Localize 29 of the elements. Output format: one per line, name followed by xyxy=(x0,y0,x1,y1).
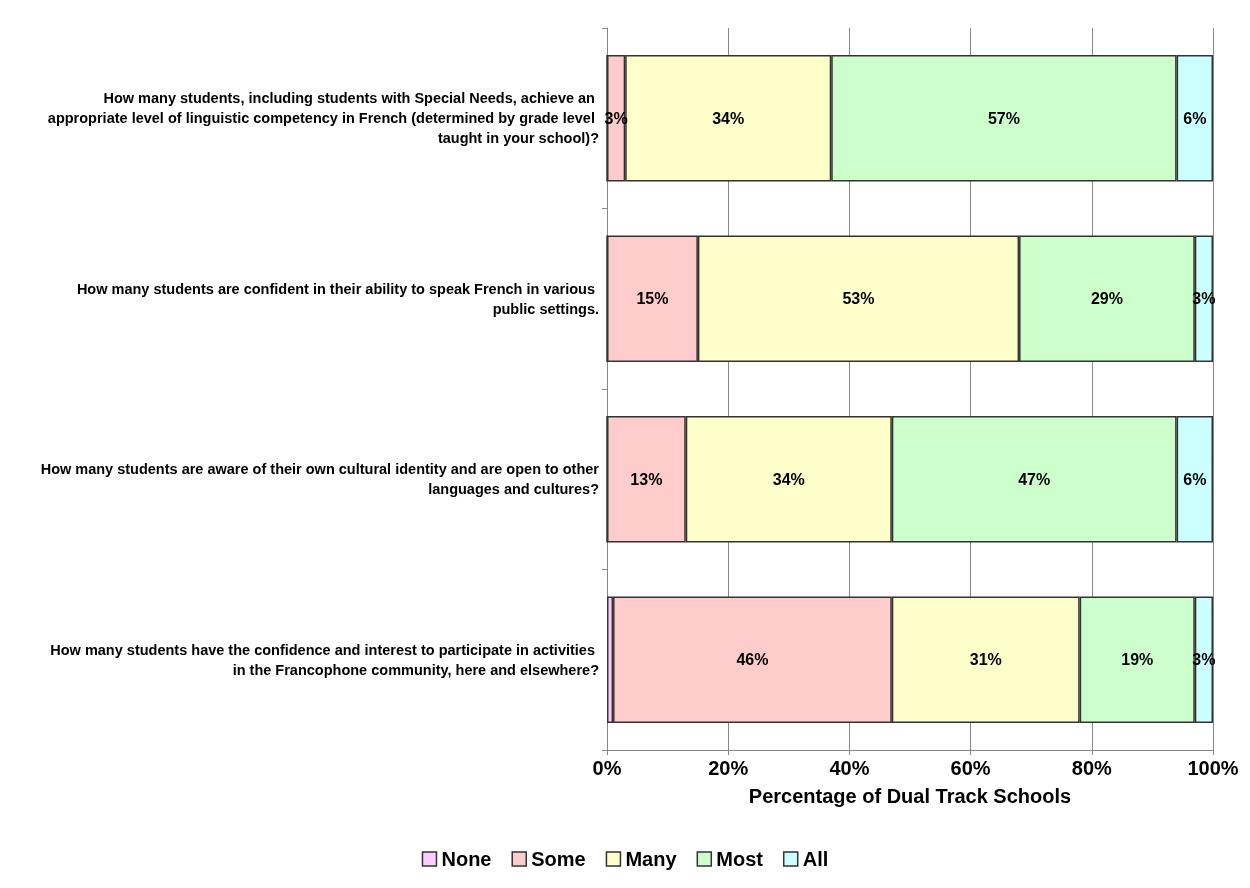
data-label: 29% xyxy=(1090,290,1123,308)
data-label: 6% xyxy=(1183,109,1207,127)
legend-label: Most xyxy=(716,848,764,870)
x-tick-label: 100% xyxy=(1187,757,1239,779)
legend-label: All xyxy=(802,848,829,870)
data-label: 47% xyxy=(1018,470,1051,488)
data-label: 15% xyxy=(636,290,669,308)
data-label: 13% xyxy=(630,470,663,488)
x-tick-label: 20% xyxy=(708,757,749,779)
data-label: 19% xyxy=(1121,651,1154,669)
y-tick-label: How many students have the confidence and interest to participate in activities in the Francophone community, here and elsewhere? xyxy=(50,641,600,678)
data-label: 57% xyxy=(987,109,1020,127)
y-tick-label: How many students, including students with Special Needs, achieve an appropriate level of linguistic competency in French (determined by grade level taught in your school)? xyxy=(47,90,600,147)
x-tick-label: 40% xyxy=(829,757,870,779)
x-axis-title: Percentage of Dual Track Schools xyxy=(748,785,1072,807)
x-tick-label: 80% xyxy=(1071,757,1113,779)
data-label: 31% xyxy=(969,651,1002,669)
y-tick-label: How many students are confident in their ability to speak French in various public settings. xyxy=(76,280,599,317)
data-label: 46% xyxy=(736,651,769,669)
y-tick-label: How many students are aware of their own cultural identity and are open to other languages and cultures? xyxy=(40,461,600,498)
data-label: 34% xyxy=(772,470,805,488)
data-label: 6% xyxy=(1183,470,1207,488)
legend-label: Many xyxy=(625,848,678,870)
data-label: 53% xyxy=(842,290,875,308)
x-tick-label: 60% xyxy=(950,757,991,779)
legend-label: Some xyxy=(531,848,586,870)
x-tick-label: 0% xyxy=(592,757,622,779)
legend-label: None xyxy=(441,848,492,870)
data-label: 34% xyxy=(712,109,745,127)
